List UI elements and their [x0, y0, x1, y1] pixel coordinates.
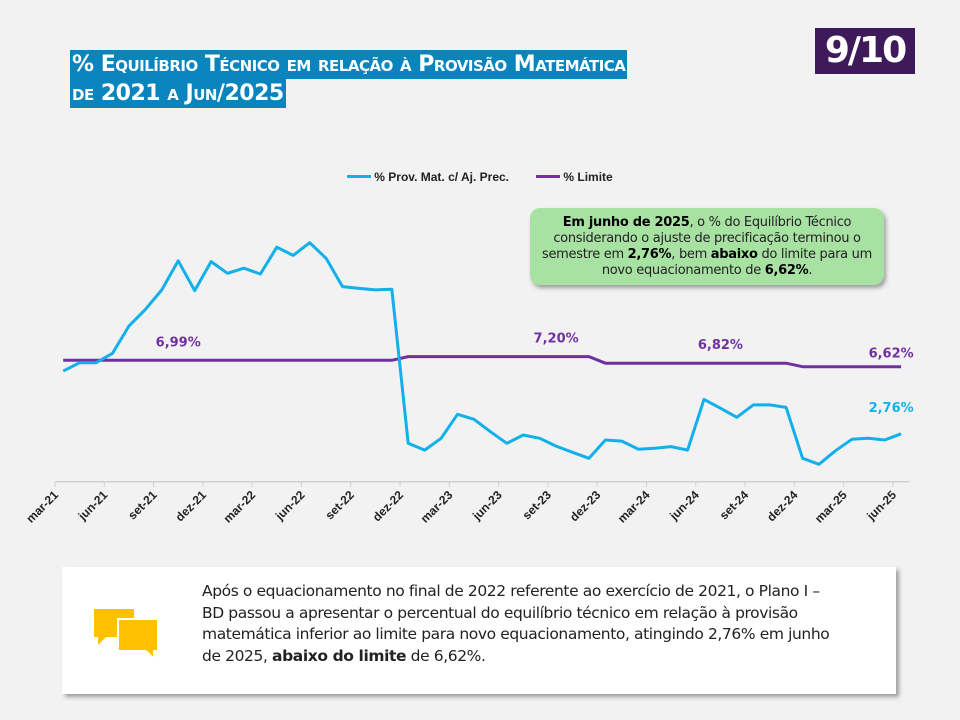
line-chart: mar-21 jun-21 set-21 dez-21 mar-22 jun-22 set-…	[23, 241, 914, 526]
x-tick-label: mar-23	[418, 488, 456, 526]
callout-text: do limite para um novo equacionamento de	[601, 247, 872, 278]
data-label: 6,99%	[156, 335, 201, 350]
callout-text: .	[808, 263, 813, 278]
note-bold: abaixo do limite	[272, 646, 407, 665]
callout-text: , o % do Equilíbrio Técnico considerando…	[541, 215, 861, 262]
x-tick-label: mar-25	[812, 488, 850, 526]
title-line-1: % Equilíbrio Técnico em relação à Provis…	[70, 50, 628, 79]
callout-bold: 6,62%	[764, 263, 809, 278]
x-tick-label: jun-24	[666, 488, 702, 524]
legend-label: % Limite	[563, 169, 613, 184]
callout-bold: 2,76%	[627, 247, 672, 262]
note-text-part: de 6,62%.	[406, 646, 486, 665]
series-line-limite	[63, 355, 902, 369]
x-tick-label: set-24	[717, 488, 752, 523]
callout-text: , bem	[671, 247, 711, 262]
chart-legend: % Prov. Mat. c/ Aj. Prec. % Limite	[0, 167, 960, 184]
x-tick-label: dez-21	[173, 488, 210, 525]
x-tick-label: set-23	[520, 488, 555, 523]
x-tick-label: jun-23	[469, 488, 505, 524]
x-tick-label: dez-24	[764, 488, 801, 525]
legend-label: % Prov. Mat. c/ Aj. Prec.	[374, 169, 510, 184]
x-tick-label: mar-24	[615, 488, 653, 526]
x-tick-label: mar-21	[23, 488, 61, 526]
callout-bold: abaixo	[710, 247, 758, 262]
note-text-part: Após o equacionamento no final de 2022 r…	[202, 582, 830, 665]
x-tick-label: jun-21	[75, 488, 111, 524]
data-label: 2,76%	[869, 401, 914, 416]
callout-bold: Em junho de 2025	[562, 215, 690, 230]
series-line-prov-mat	[62, 241, 902, 466]
x-tick-label: jun-25	[863, 488, 899, 524]
title-line-2: de 2021 a Jun/2025	[70, 79, 286, 108]
legend-swatch-blue	[347, 175, 372, 178]
legend-swatch-purple	[536, 175, 561, 178]
note-text: Após o equacionamento no final de 2022 r…	[202, 581, 842, 667]
callout-box: Em junho de 2025, o % do Equilíbrio Técn…	[530, 208, 884, 285]
x-tick-label: set-22	[322, 488, 357, 523]
data-label: 7,20%	[534, 332, 579, 347]
x-tick-label: set-21	[125, 488, 160, 523]
data-label: 6,82%	[698, 338, 743, 353]
speech-bubbles-icon	[94, 609, 159, 657]
slide-title: % Equilíbrio Técnico em relação à Provis…	[70, 50, 628, 108]
x-tick-label: jun-22	[272, 488, 308, 524]
data-label: 6,62%	[869, 347, 914, 362]
x-tick-label: mar-22	[221, 488, 259, 526]
legend-item-prov-mat: % Prov. Mat. c/ Aj. Prec.	[347, 170, 509, 184]
page-badge: 9/10	[815, 28, 915, 74]
x-tick-label: dez-23	[567, 488, 604, 525]
note-box: Após o equacionamento no final de 2022 r…	[62, 567, 896, 694]
x-tick-label: dez-22	[370, 488, 407, 525]
legend-item-limite: % Limite	[536, 169, 613, 184]
